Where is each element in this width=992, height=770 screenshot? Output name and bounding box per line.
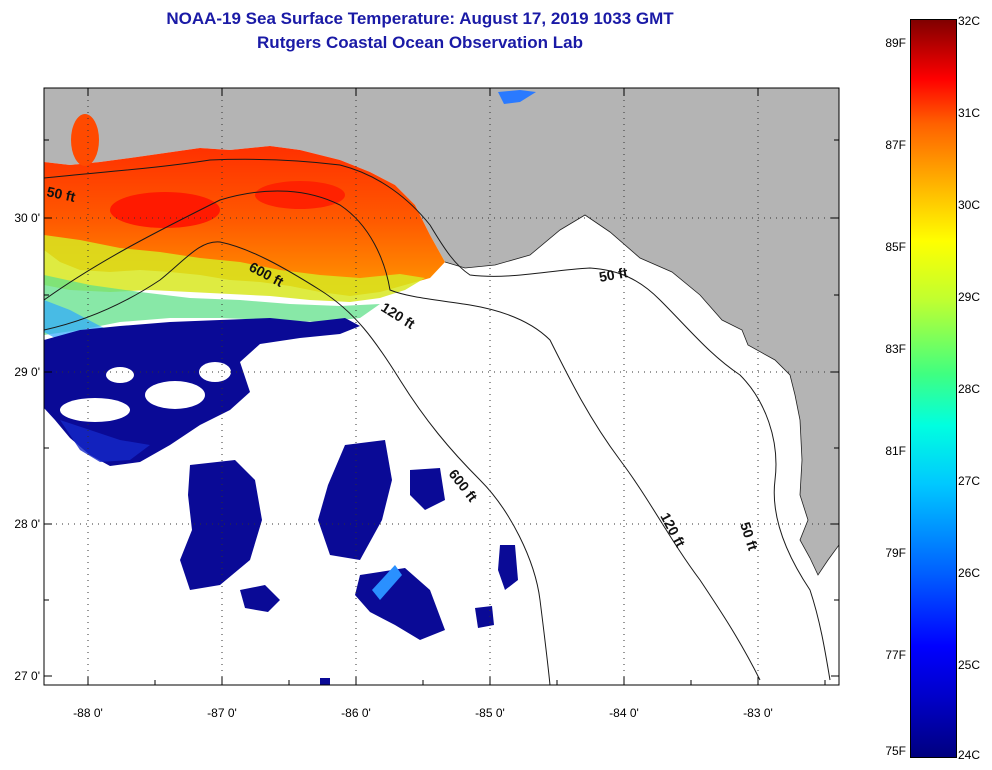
map-subtitle: Rutgers Coastal Ocean Observation Lab <box>257 33 583 52</box>
colorbar-c-label: 31C <box>958 106 981 120</box>
sst-cold-blob <box>180 460 262 590</box>
sst-hot-patch <box>110 192 220 228</box>
colorbar-f-label: 79F <box>885 546 906 560</box>
cloud-gap <box>60 398 130 422</box>
lat-label-28: 28 0' <box>14 517 40 531</box>
cloud-gap <box>106 367 134 383</box>
sst-cold-blob <box>320 678 330 685</box>
lon-label-87: -87 0' <box>207 706 237 720</box>
sst-mild-region <box>44 235 425 302</box>
sst-cold-blob <box>498 545 518 590</box>
colorbar-c-label: 28C <box>958 382 981 396</box>
axis-ticks <box>44 88 839 685</box>
land-mass <box>44 88 839 575</box>
lon-label-88: -88 0' <box>73 706 103 720</box>
lon-label-86: -86 0' <box>341 706 371 720</box>
map-title: NOAA-19 Sea Surface Temperature: August … <box>166 9 674 28</box>
colorbar-f-label: 77F <box>885 648 906 662</box>
contour-label-50ft-east: 50 ft <box>598 264 629 285</box>
colorbar-f-label: 85F <box>885 240 906 254</box>
colorbar-f-label: 81F <box>885 444 906 458</box>
sst-cold-region <box>60 420 150 462</box>
map-frame <box>43 87 840 686</box>
colorbar-c-label: 30C <box>958 198 981 212</box>
contour-50ft <box>44 158 831 681</box>
cloud-gap <box>145 381 205 409</box>
sst-hot-patch <box>255 181 345 209</box>
colorbar-c-label: 32C <box>958 14 981 28</box>
sst-cold-blob <box>318 440 392 560</box>
sst-mild-region <box>44 275 380 335</box>
sst-cold-blob <box>410 468 445 510</box>
coastline <box>444 214 839 576</box>
contour-label-50ft-west: 50 ft <box>45 183 77 205</box>
lat-label-29: 29 0' <box>14 365 40 379</box>
colorbar-c-label: 29C <box>958 290 981 304</box>
sst-cool-blob <box>498 90 536 104</box>
cloud-gap <box>199 362 231 382</box>
sst-cold-blob <box>475 606 494 628</box>
sst-cool-streak <box>372 565 402 600</box>
colorbar-f-label: 89F <box>885 36 906 50</box>
colorbar-c-label: 26C <box>958 566 981 580</box>
lat-label-30: 30 0' <box>14 211 40 225</box>
colorbar-c-label: 25C <box>958 658 981 672</box>
sst-cold-blob <box>240 585 280 612</box>
graticule <box>44 88 839 685</box>
colorbar-f-label: 75F <box>885 744 906 758</box>
colorbar-f-label: 83F <box>885 342 906 356</box>
contour-600ft <box>44 241 551 685</box>
depth-contours <box>44 158 831 685</box>
contour-120ft <box>44 190 761 681</box>
lon-label-84: -84 0' <box>609 706 639 720</box>
colorbar-f-label: 87F <box>885 138 906 152</box>
map-content <box>44 88 839 685</box>
temperature-colorbar <box>910 19 957 758</box>
lat-label-27: 27 0' <box>14 669 40 683</box>
sst-hot-patch <box>71 114 99 166</box>
lon-label-83: -83 0' <box>743 706 773 720</box>
colorbar-c-label: 24C <box>958 748 981 762</box>
colorbar-c-label: 27C <box>958 474 981 488</box>
lon-label-85: -85 0' <box>475 706 505 720</box>
